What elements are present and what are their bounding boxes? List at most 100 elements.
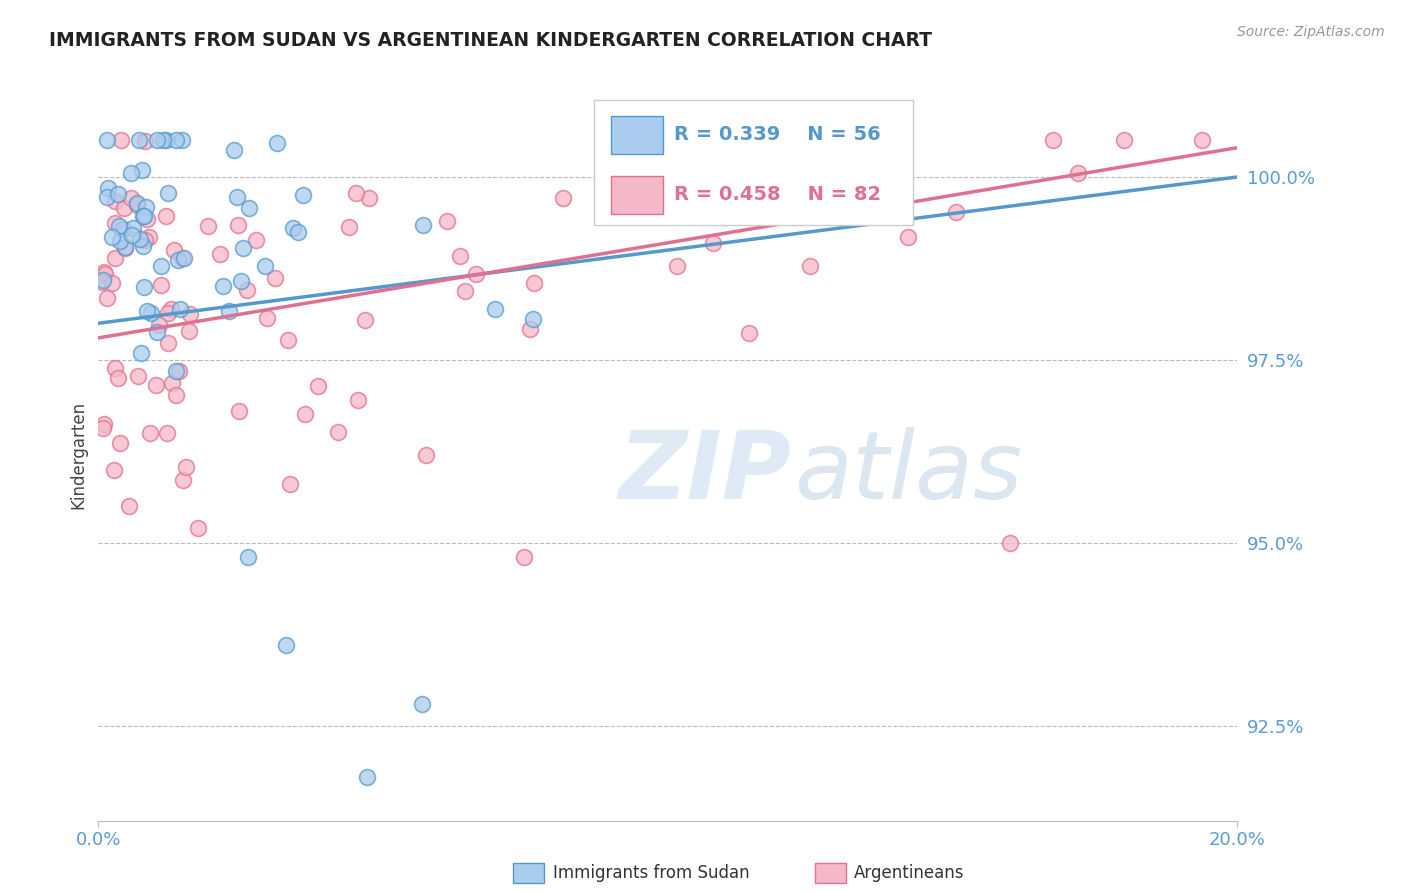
Point [104, 194, 127, 208]
Point [121, 221, 143, 235]
Point [131, 210, 153, 224]
Point [134, 134, 156, 148]
Point [167, 253, 190, 268]
Point [101, 276, 124, 290]
Point [135, 212, 157, 227]
Point [326, 425, 349, 439]
Y-axis label: Kindergarten: Kindergarten [69, 401, 87, 509]
Point [522, 312, 544, 326]
Point [103, 463, 125, 477]
Point [1067, 166, 1090, 180]
Point [163, 243, 186, 257]
Point [152, 133, 174, 147]
Point [287, 225, 309, 239]
Point [127, 195, 149, 210]
Point [108, 219, 131, 233]
Point [127, 369, 149, 384]
Point [513, 550, 536, 565]
Point [117, 499, 139, 513]
Point [519, 322, 541, 336]
Point [121, 166, 143, 180]
Point [156, 336, 179, 351]
Point [177, 324, 200, 338]
Point [415, 448, 437, 462]
Point [1042, 133, 1064, 147]
FancyBboxPatch shape [612, 176, 664, 213]
Point [156, 186, 179, 200]
Point [208, 247, 231, 261]
Point [134, 209, 156, 223]
Text: Argentineans: Argentineans [853, 864, 965, 882]
Point [197, 219, 219, 234]
Point [114, 241, 136, 255]
Text: atlas: atlas [794, 427, 1022, 518]
Point [256, 310, 278, 325]
Point [218, 304, 240, 318]
Point [897, 229, 920, 244]
Point [165, 387, 187, 401]
Point [266, 136, 288, 150]
Point [139, 425, 162, 440]
Text: Source: ZipAtlas.com: Source: ZipAtlas.com [1237, 25, 1385, 39]
Point [139, 306, 162, 320]
Point [236, 283, 259, 297]
Point [135, 200, 157, 214]
Point [108, 436, 131, 450]
Point [155, 209, 177, 223]
Point [160, 302, 183, 317]
Point [138, 230, 160, 244]
Point [238, 201, 260, 215]
Point [96, 133, 118, 147]
Point [412, 218, 434, 232]
Point [307, 379, 329, 393]
Point [128, 232, 150, 246]
Point [112, 222, 135, 236]
Point [174, 460, 197, 475]
Point [169, 302, 191, 317]
Point [129, 346, 152, 360]
Point [1000, 535, 1022, 549]
Point [107, 371, 129, 385]
Point [173, 252, 195, 266]
Point [254, 260, 277, 274]
Point [356, 770, 378, 784]
Point [523, 276, 546, 290]
Point [91, 275, 114, 289]
Point [94, 267, 117, 281]
Point [172, 473, 194, 487]
Point [93, 265, 115, 279]
Point [93, 417, 115, 432]
Point [1191, 133, 1213, 147]
Point [799, 259, 821, 273]
Point [232, 241, 254, 255]
Point [228, 404, 250, 418]
Point [738, 326, 761, 340]
Point [131, 239, 153, 253]
Point [128, 133, 150, 147]
Point [702, 236, 724, 251]
Point [110, 234, 132, 248]
Point [120, 191, 142, 205]
Point [346, 392, 368, 407]
Point [337, 219, 360, 234]
Point [238, 550, 260, 565]
Point [96, 190, 118, 204]
Point [101, 230, 124, 244]
Point [107, 186, 129, 201]
Point [229, 274, 252, 288]
Text: R = 0.458    N = 82: R = 0.458 N = 82 [673, 185, 880, 204]
Point [454, 284, 477, 298]
Text: IMMIGRANTS FROM SUDAN VS ARGENTINEAN KINDERGARTEN CORRELATION CHART: IMMIGRANTS FROM SUDAN VS ARGENTINEAN KIN… [49, 31, 932, 50]
Point [484, 302, 506, 317]
Point [551, 191, 574, 205]
Point [125, 198, 148, 212]
Point [945, 205, 967, 219]
Text: ZIP: ZIP [619, 426, 792, 519]
Point [134, 233, 156, 247]
Point [277, 333, 299, 347]
Point [155, 133, 177, 147]
FancyBboxPatch shape [593, 100, 912, 225]
Point [170, 252, 193, 266]
Point [436, 214, 458, 228]
Point [160, 376, 183, 390]
